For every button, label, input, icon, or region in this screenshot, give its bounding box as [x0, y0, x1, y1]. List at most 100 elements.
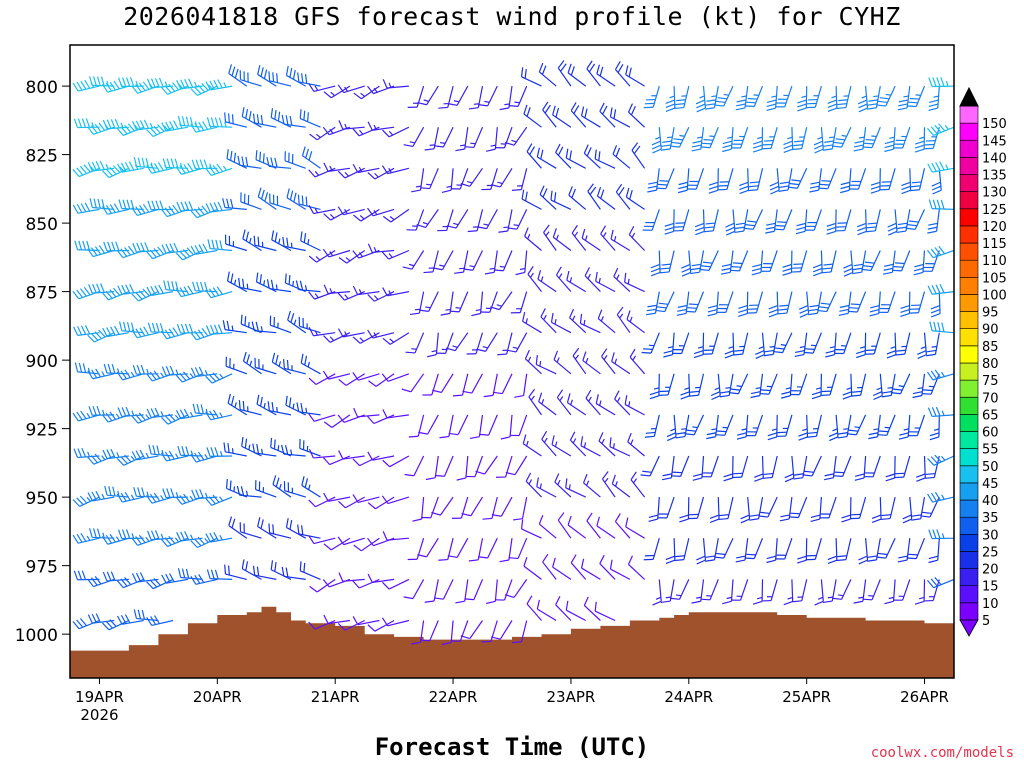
wind-barb [819, 496, 837, 519]
wind-barb [820, 373, 837, 396]
wind-barb [927, 454, 955, 466]
plot-frame [69, 44, 955, 679]
wind-barb [322, 578, 351, 588]
wind-barb [693, 332, 705, 359]
wind-barb [557, 60, 572, 87]
colorbar-segment [959, 174, 979, 192]
wind-barb [226, 271, 248, 293]
wind-barb [505, 455, 528, 476]
wind-barb [709, 497, 720, 523]
wind-barb [927, 406, 955, 418]
wind-barb [916, 455, 926, 482]
wind-barb [536, 477, 557, 498]
wind-barb [381, 495, 410, 505]
wind-barb [787, 168, 808, 189]
wind-barb [522, 434, 542, 457]
wind-barb [322, 248, 351, 258]
colorbar-segment [959, 362, 979, 381]
wind-barb [616, 306, 631, 334]
colorbar-segment [959, 551, 979, 569]
wind-barb [176, 201, 203, 212]
wind-barb [861, 250, 881, 272]
wind-barb [206, 117, 233, 128]
wind-barb [255, 272, 277, 293]
wind-barb [596, 64, 616, 87]
wind-barb [684, 414, 705, 436]
wind-barb [670, 126, 690, 148]
wind-barb [101, 411, 130, 423]
wind-barb [491, 496, 513, 517]
wind-barb [658, 373, 675, 396]
wind-barb [751, 250, 764, 276]
wind-barb [798, 414, 809, 441]
wind-barb [192, 281, 218, 293]
wind-barb [670, 579, 690, 600]
wind-barb [797, 86, 808, 112]
wind-barb [929, 321, 955, 334]
wind-barb [450, 620, 469, 642]
wind-barb [792, 579, 808, 603]
wind-barb [912, 373, 926, 399]
wind-barb [175, 408, 203, 420]
colorbar: 5 10 15 20 25 30 35 40 45 50 55 60 65 70 75 80 85 90 95 100… [959, 86, 1007, 637]
colorbar-segment [959, 379, 979, 398]
wind-barb [580, 558, 601, 580]
wind-barb [452, 373, 469, 397]
wind-barb [644, 414, 660, 438]
wind-barb [926, 332, 940, 357]
wind-barb [790, 373, 808, 396]
wind-barb [490, 620, 513, 640]
wind-barb [308, 619, 336, 630]
wind-barb [480, 291, 498, 313]
wind-barb [352, 494, 380, 504]
wind-barb [270, 108, 292, 128]
wind-barb [418, 414, 439, 435]
wind-barb [463, 250, 484, 271]
wind-barb [848, 168, 867, 190]
wind-barb [722, 127, 734, 153]
wind-barb [508, 85, 528, 107]
colorbar-segment [959, 568, 979, 586]
credit-link[interactable]: coolwx.com/models [870, 745, 1014, 761]
colorbar-min-arrow [959, 619, 979, 637]
wind-barb [581, 228, 601, 251]
colorbar-segment [959, 602, 979, 621]
chart-title: 2026041818 GFS forecast wind profile (kt… [123, 2, 901, 31]
wind-barb [691, 579, 705, 604]
wind-barb [367, 207, 395, 217]
wind-barb [794, 332, 808, 358]
wind-barb [88, 76, 115, 87]
wind-barb [567, 63, 587, 87]
wind-barb [834, 332, 852, 355]
wind-barb [337, 414, 365, 423]
wind-barb [596, 516, 616, 539]
wind-barb [927, 283, 955, 295]
wind-barb [72, 532, 100, 544]
wind-barb [744, 85, 764, 108]
wind-barb [926, 577, 955, 589]
colorbar-tick-label: 90 [982, 323, 999, 338]
wind-barb [177, 445, 203, 457]
wind-barb [146, 407, 174, 419]
wind-barb [74, 240, 100, 252]
wind-barb [282, 236, 306, 252]
wind-barb [402, 250, 425, 270]
wind-barb [838, 291, 852, 316]
x-tick-label: 22APR [429, 688, 478, 706]
wind-barb [895, 332, 911, 356]
wind-barb [923, 579, 940, 602]
colorbar-segment [959, 499, 979, 518]
wind-barb [131, 203, 159, 217]
wind-barb [382, 126, 410, 138]
wind-barb [190, 366, 218, 378]
wind-barb [724, 332, 735, 359]
wind-barb [692, 455, 705, 481]
wind-barb [852, 250, 867, 275]
wind-barb [494, 579, 513, 601]
wind-barb [206, 447, 233, 457]
colorbar-segment [959, 516, 979, 535]
wind-barb [464, 126, 484, 149]
wind-barb [515, 250, 528, 276]
x-tick-label: 24APR [664, 688, 713, 706]
wind-barb [665, 538, 676, 565]
